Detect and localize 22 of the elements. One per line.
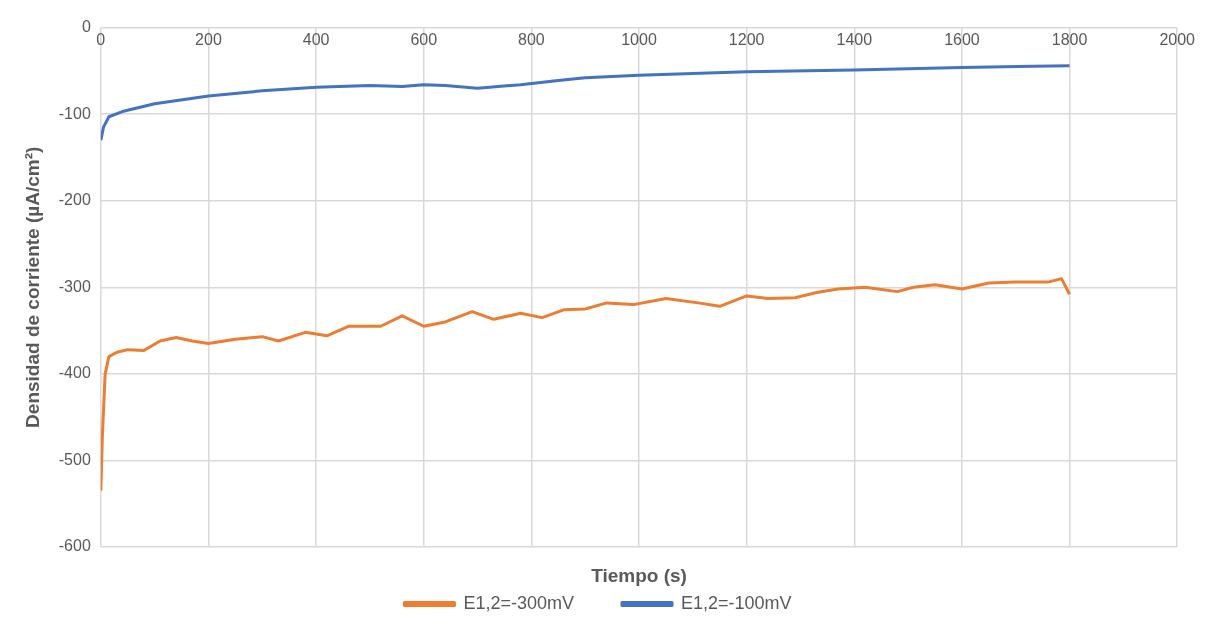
y-tick-label: -300 (58, 277, 91, 295)
x-tick-label: 1400 (836, 30, 873, 48)
x-tick-label: 1600 (944, 30, 980, 48)
x-tick-label: 200 (195, 30, 222, 48)
legend-label: E1,2=-300mV (463, 592, 575, 613)
x-tick-label: 400 (302, 30, 330, 48)
x-tick-label: 2000 (1159, 30, 1196, 48)
y-axis-title: Densidad de corriente (µA/cm²) (21, 146, 43, 428)
x-tick-label: 1200 (728, 30, 765, 48)
x-axis-title: Tiempo (s) (591, 565, 687, 587)
x-tick-label: 800 (518, 30, 545, 48)
y-tick-label: -100 (58, 104, 91, 122)
y-tick-label: -600 (58, 537, 91, 555)
x-tick-label: 600 (410, 30, 438, 48)
x-tick-label: 1800 (1051, 30, 1088, 48)
y-tick-label: -500 (58, 450, 91, 468)
y-tick-label: 0 (81, 18, 91, 36)
y-tick-label: -400 (58, 364, 91, 382)
x-tick-label: 0 (96, 30, 106, 48)
legend-label: E1,2=-100mV (681, 592, 792, 613)
x-tick-label: 1000 (621, 30, 657, 48)
y-tick-label: -200 (58, 191, 91, 209)
